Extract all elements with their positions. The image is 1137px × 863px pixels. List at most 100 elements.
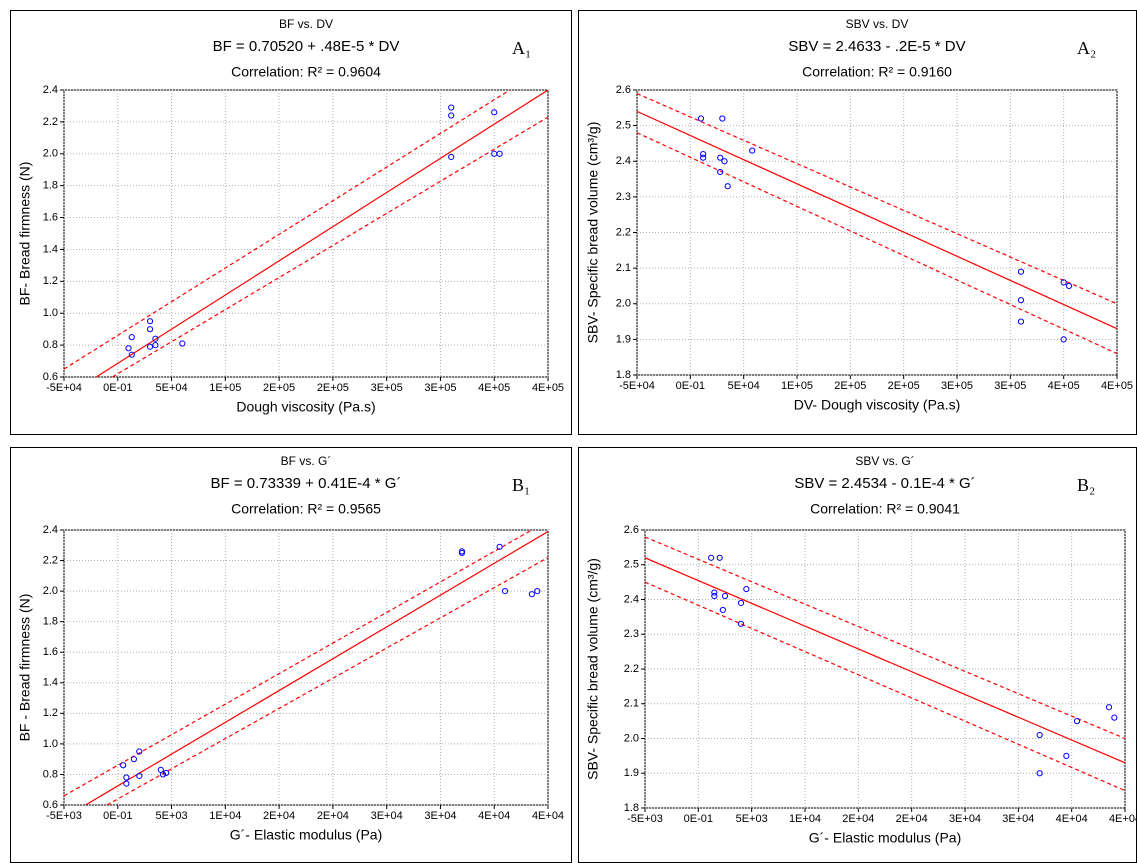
point — [496, 543, 503, 550]
x-axis-label: G´- Elastic modulus (Pa) — [230, 827, 382, 843]
point — [717, 168, 724, 176]
point — [700, 154, 707, 161]
x-tick-label: 0E-01 — [103, 382, 132, 394]
correlation: Correlation: R² = 0.9565 — [231, 501, 381, 517]
x-tick-label: 0E-01 — [684, 813, 713, 825]
x-tick-label: 4E+04 — [478, 810, 510, 822]
x-tick-label: 1E+05 — [209, 382, 241, 394]
x-tick-label: 2E+05 — [317, 382, 349, 394]
y-tick-label: 0.8 — [43, 768, 58, 780]
point — [719, 606, 726, 614]
chart-title: BF vs. G´ — [281, 454, 332, 468]
correlation: Correlation: R² = 0.9160 — [802, 64, 952, 80]
y-tick-label: 2.5 — [616, 120, 631, 132]
x-axis-label: Dough viscosity (Pa.s) — [236, 399, 375, 415]
y-tick-label: 2.3 — [616, 191, 631, 203]
x-tick-label: 3E+04 — [371, 810, 403, 822]
y-tick-label: 1.4 — [43, 243, 58, 255]
y-tick-label: 1.8 — [43, 180, 58, 192]
y-tick-label: 1.4 — [43, 677, 58, 689]
confidence-band — [645, 536, 1125, 740]
point — [136, 772, 143, 780]
panel: -5E+04 0E-01 5E+04 1E+05 2E+05 2E+05 3E+05 3E+0… — [578, 10, 1137, 435]
x-tick-label: 1E+04 — [209, 810, 241, 822]
x-tick-label: 4E+05 — [1048, 380, 1080, 392]
x-tick-label: 1E+05 — [781, 380, 813, 392]
x-tick-label: 2E+05 — [834, 380, 866, 392]
point — [711, 592, 718, 600]
x-tick-label: 4E+04 — [532, 810, 564, 822]
panel-label: A₂ — [1077, 38, 1096, 58]
chart-title: BF vs. DV — [279, 17, 333, 31]
y-tick-label: 2.4 — [43, 524, 58, 536]
point — [724, 183, 731, 190]
plot-area — [63, 89, 549, 378]
y-tick-label: 1.2 — [43, 707, 58, 719]
point — [737, 599, 745, 607]
x-tick-label: 5E+03 — [736, 813, 768, 825]
x-tick-label: 3E+05 — [371, 382, 403, 394]
y-tick-label: 2.3 — [624, 628, 639, 640]
x-tick-label: 4E+05 — [478, 382, 510, 394]
x-tick-label: 3E+05 — [424, 382, 456, 394]
y-tick-label: 2.2 — [616, 226, 631, 238]
point — [1073, 718, 1081, 725]
point — [123, 780, 130, 787]
point — [146, 343, 154, 350]
equation: SBV = 2.4534 - 0.1E-4 * G´ — [794, 475, 975, 492]
point — [700, 151, 707, 158]
point — [128, 351, 135, 358]
y-tick-label: 1.8 — [624, 802, 639, 814]
point — [737, 620, 745, 627]
y-tick-label: 2.4 — [43, 84, 58, 96]
point — [1017, 268, 1025, 275]
point — [534, 588, 541, 595]
point — [743, 585, 750, 593]
x-tick-label: 2E+04 — [317, 810, 349, 822]
y-tick-label: 2.2 — [624, 663, 639, 675]
y-axis-label: SBV- Specific bread volume (cm³/g) — [585, 122, 601, 344]
y-tick-label: 2.0 — [43, 585, 58, 597]
x-tick-label: 5E+04 — [155, 382, 187, 394]
x-tick-label: 3E+05 — [994, 380, 1026, 392]
point — [749, 147, 756, 154]
x-tick-label: 2E+04 — [896, 813, 928, 825]
x-tick-label: -5E+04 — [46, 382, 82, 394]
y-axis-label: SBV- Specific bread volume (cm³/g) — [585, 558, 601, 780]
x-tick-label: 2E+04 — [842, 813, 874, 825]
point — [1017, 297, 1025, 304]
y-tick-label: 0.6 — [43, 371, 58, 383]
point — [146, 326, 154, 333]
correlation: Correlation: R² = 0.9041 — [810, 501, 960, 517]
point — [130, 756, 138, 763]
point — [1111, 714, 1118, 721]
x-tick-label: 3E+04 — [949, 813, 981, 825]
y-tick-label: 1.6 — [43, 211, 58, 223]
plot-area — [63, 529, 549, 806]
y-tick-label: 2.1 — [624, 698, 639, 710]
point — [711, 589, 718, 596]
y-tick-label: 1.8 — [43, 616, 58, 628]
point — [1017, 318, 1025, 325]
fit-line — [637, 110, 1117, 330]
y-tick-label: 1.9 — [624, 767, 639, 779]
point — [163, 769, 170, 777]
x-tick-label: -5E+03 — [46, 810, 82, 822]
point — [1063, 752, 1070, 759]
confidence-band — [106, 556, 548, 805]
chart-title: SBV vs. G´ — [855, 454, 914, 468]
y-tick-label: 2.4 — [624, 593, 639, 605]
point — [458, 548, 466, 555]
point — [496, 150, 503, 157]
x-tick-label: 5E+04 — [728, 380, 760, 392]
y-tick-label: 2.0 — [624, 732, 639, 744]
point — [128, 334, 135, 341]
point — [120, 762, 127, 769]
point — [721, 592, 729, 600]
y-tick-label: 2.4 — [616, 155, 631, 167]
y-tick-label: 1.8 — [616, 369, 631, 381]
x-tick-label: 5E+03 — [155, 810, 187, 822]
panel-label: A₁ — [512, 38, 531, 58]
x-tick-label: 3E+04 — [1002, 813, 1034, 825]
